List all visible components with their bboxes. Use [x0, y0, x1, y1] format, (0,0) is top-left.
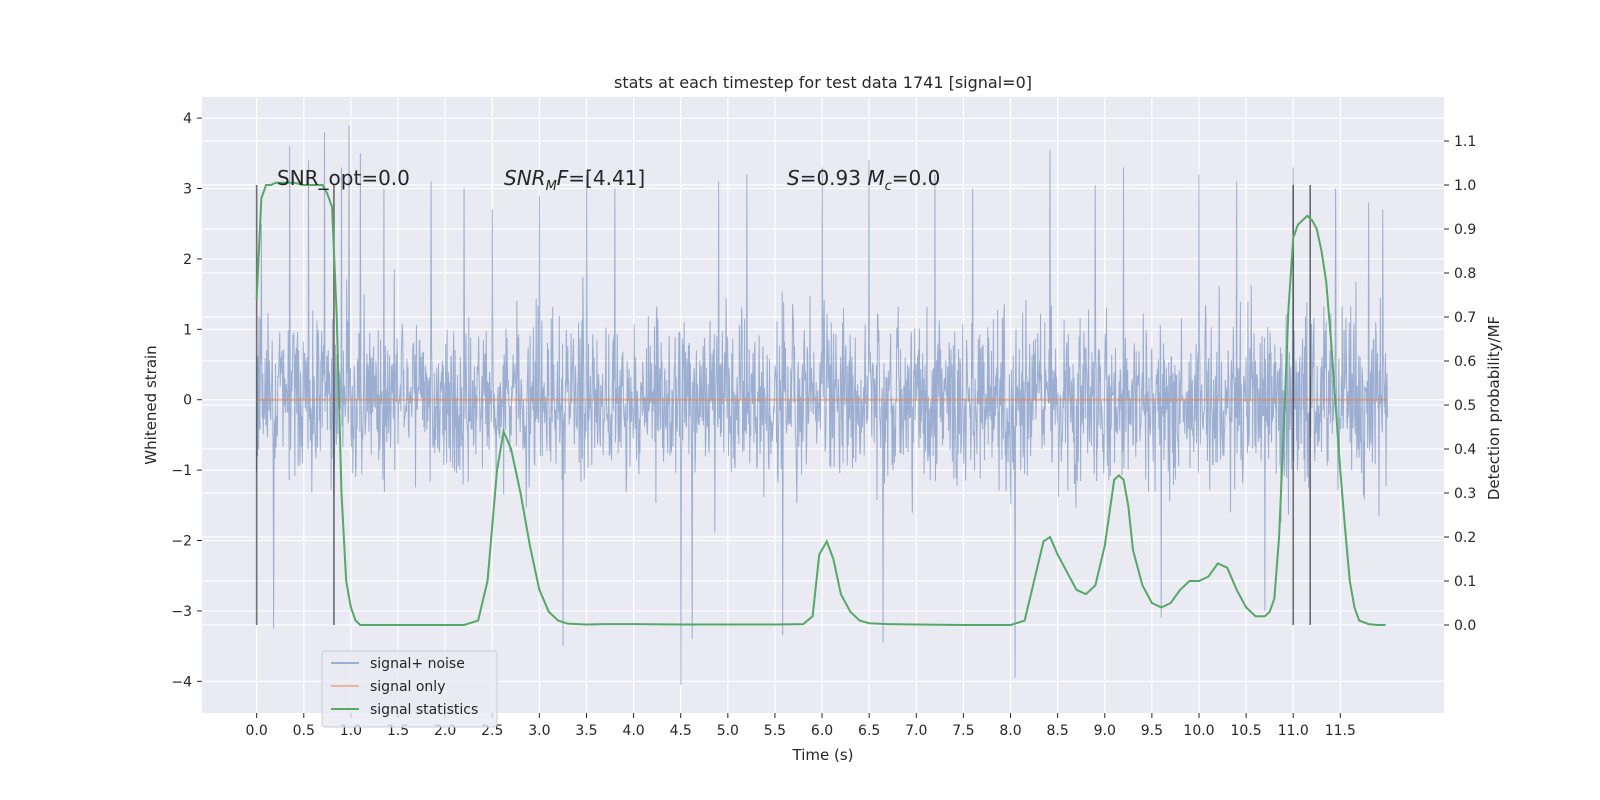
annotation-snr-opt: SNR_opt=0.0 [277, 166, 410, 190]
annotation-s-mc: S=0.93 Mc=0.0 [787, 166, 940, 194]
x-axis-label: Time (s) [792, 746, 854, 764]
y-left-tick-label-5: 1 [183, 322, 192, 338]
y-left-tick-label-3: −1 [171, 463, 192, 479]
y-right-tick-label-0: 0.0 [1454, 618, 1476, 634]
y-right-tick-label-2: 0.2 [1454, 530, 1476, 546]
y-axis-label-right: Detection probability/MF [1485, 316, 1503, 500]
y-right-tick-label-1: 0.1 [1454, 574, 1476, 590]
legend-label-signal-plus-noise: signal+ noise [370, 656, 465, 672]
y-right-tick-label-8: 0.8 [1454, 266, 1476, 282]
x-tick-label-8: 4.0 [622, 723, 644, 739]
legend: signal+ noise signal only signal statist… [321, 650, 498, 728]
x-tick-label-9: 4.5 [670, 723, 692, 739]
x-tick-label-17: 8.5 [1047, 723, 1069, 739]
series-signal-plus-noise [256, 125, 1388, 685]
y-left-tick-label-6: 2 [183, 252, 192, 268]
x-tick-label-14: 7.0 [905, 723, 927, 739]
y-right-tick-label-3: 0.3 [1454, 486, 1476, 502]
y-right-tick-label-7: 0.7 [1454, 310, 1476, 326]
x-tick-label-21: 10.5 [1231, 723, 1262, 739]
y-right-tick-label-4: 0.4 [1454, 442, 1476, 458]
y-right-tick-label-11: 1.1 [1454, 134, 1476, 150]
y-left-tick-label-7: 3 [183, 182, 192, 198]
chart-title: stats at each timestep for test data 174… [614, 73, 1032, 92]
x-tick-label-20: 10.0 [1183, 723, 1214, 739]
x-tick-label-15: 7.5 [952, 723, 974, 739]
x-tick-label-1: 0.5 [293, 723, 315, 739]
y-left-tick-label-4: 0 [183, 393, 192, 409]
x-tick-label-22: 11.0 [1278, 723, 1309, 739]
y-ticks-left: −4 −3 −2 −1 0 1 2 3 4 [171, 111, 202, 690]
legend-box [321, 650, 498, 728]
y-ticks-right: 0.0 0.1 0.2 0.3 0.4 0.5 0.6 0.7 0.8 0.9 1.0 1.1 [1444, 134, 1476, 634]
signal-plus-noise-trace [256, 125, 1388, 685]
x-tick-label-19: 9.5 [1141, 723, 1163, 739]
legend-label-signal-only: signal only [370, 679, 445, 695]
y-left-tick-label-0: −4 [171, 674, 192, 690]
y-axis-label-left: Whitened strain [142, 345, 160, 464]
y-right-tick-label-9: 0.9 [1454, 222, 1476, 238]
y-left-tick-label-2: −2 [171, 534, 192, 550]
annotation-snr-mf: SNRMF=[4.41] [504, 166, 645, 194]
x-tick-label-10: 5.0 [717, 723, 739, 739]
x-tick-label-13: 6.5 [858, 723, 880, 739]
x-ticks: 0.0 0.5 1.0 1.5 2.0 2.5 3.0 3.5 4.0 4.5 5.0 5.5 6.0 6… [246, 713, 1356, 739]
x-tick-label-23: 11.5 [1325, 723, 1356, 739]
x-tick-label-7: 3.5 [575, 723, 597, 739]
y-left-tick-label-8: 4 [183, 111, 192, 127]
x-tick-label-18: 9.0 [1094, 723, 1116, 739]
x-tick-label-11: 5.5 [764, 723, 786, 739]
x-tick-label-12: 6.0 [811, 723, 833, 739]
y-right-tick-label-5: 0.5 [1454, 398, 1476, 414]
legend-label-signal-statistics: signal statistics [370, 702, 478, 718]
x-tick-label-0: 0.0 [246, 723, 268, 739]
y-right-tick-label-10: 1.0 [1454, 178, 1476, 194]
y-right-tick-label-6: 0.6 [1454, 354, 1476, 370]
x-tick-label-16: 8.0 [999, 723, 1021, 739]
series-signal-statistics [255, 181, 1386, 626]
y-left-tick-label-1: −3 [171, 604, 192, 620]
x-tick-label-6: 3.0 [528, 723, 550, 739]
